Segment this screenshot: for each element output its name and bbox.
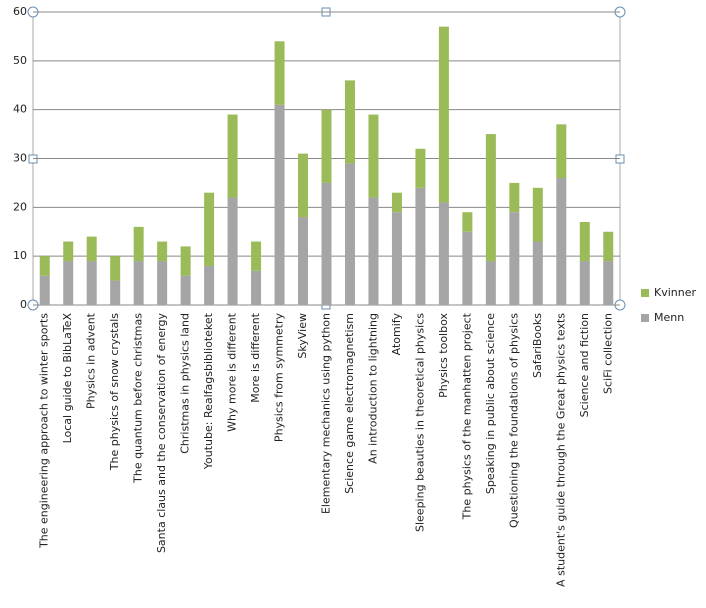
bar-segment: [180, 246, 191, 276]
bar-segment: [63, 261, 74, 305]
x-tick-label: Atomify: [390, 313, 403, 356]
bar-segment: [368, 197, 379, 305]
x-tick-label: Youtube: Realfagsbiblioteket: [202, 312, 215, 470]
x-tick-label: Why more is different: [226, 312, 239, 432]
y-tick-label: 10: [13, 249, 27, 262]
x-tick-label: More is different: [249, 312, 262, 402]
bar-segment: [204, 265, 215, 305]
bar-segment: [344, 80, 355, 164]
bar-segment: [133, 261, 144, 305]
bar-segment: [86, 236, 97, 262]
y-tick-label: 60: [13, 5, 27, 18]
bar-segment: [415, 187, 426, 305]
x-tick-label: Science and fiction: [578, 313, 591, 417]
bar-segment: [133, 226, 144, 262]
bar-segment: [180, 275, 191, 305]
bar-segment: [110, 280, 121, 305]
bar-segment: [579, 261, 590, 305]
x-tick-label: Science game electromagnetism: [343, 313, 356, 494]
x-tick-label: The physics of the manhatten project: [460, 312, 473, 520]
bar-segment: [603, 261, 614, 305]
x-tick-label: Local guide to BibLaTeX: [61, 313, 74, 444]
bar-segment: [251, 270, 262, 305]
x-tick-label: The engineering approach to winter sport…: [38, 313, 51, 549]
x-tick-label: A student's guide through the Great phys…: [554, 313, 567, 587]
bar-segment: [86, 261, 97, 305]
bar-segment: [227, 114, 238, 198]
x-tick-label: SafariBooks: [531, 313, 544, 378]
bar-segment: [462, 212, 473, 232]
bar-segment: [321, 109, 332, 183]
x-tick-label: Physics toolbox: [437, 313, 450, 398]
bar-segment: [274, 104, 285, 306]
x-tick-label: SkyView: [296, 313, 309, 359]
legend-swatch: [641, 289, 649, 297]
bar-segment: [462, 231, 473, 305]
bar-segment: [532, 241, 543, 305]
y-tick-label: 50: [13, 54, 27, 67]
bar-segment: [274, 41, 285, 105]
bar-segment: [485, 134, 496, 262]
y-tick-label: 40: [13, 103, 27, 116]
bar-segment: [110, 256, 121, 281]
x-tick-label: An introduction to lightning: [366, 313, 379, 464]
bar-segment: [603, 231, 614, 262]
bar-segment: [509, 182, 520, 213]
y-tick-label: 0: [20, 298, 27, 311]
x-tick-label: Physics in advent: [85, 312, 98, 409]
bar-segment: [157, 241, 168, 262]
x-tick-label: SciFi collection: [601, 313, 614, 394]
bar-segment: [39, 256, 50, 276]
x-tick-label: The physics of snow crystals: [108, 313, 121, 471]
y-tick-label: 20: [13, 200, 27, 213]
bar-segment: [251, 241, 262, 271]
bar-segment: [344, 163, 355, 305]
bar-segment: [204, 192, 215, 266]
bar-segment: [532, 187, 543, 242]
x-tick-label: Elementary mechanics using python: [320, 313, 333, 514]
bar-segment: [157, 261, 168, 305]
bar-segment: [391, 192, 402, 213]
y-tick-label: 30: [13, 152, 27, 165]
bar-segment: [368, 114, 379, 198]
bar-segment: [438, 202, 449, 305]
bar-segment: [63, 241, 74, 262]
bar-segment: [39, 275, 50, 305]
bar-segment: [298, 217, 309, 305]
x-tick-label: Questioning the foundations of physics: [507, 313, 520, 528]
legend-label: Kvinner: [654, 286, 696, 299]
bar-segment: [298, 153, 309, 218]
x-tick-label: Santa claus and the conservation of ener…: [155, 313, 168, 554]
bar-segment: [321, 182, 332, 305]
bar-segment: [579, 221, 590, 262]
bar-segment: [227, 197, 238, 305]
bar-segment: [556, 178, 567, 305]
bar-segment: [556, 124, 567, 179]
legend-swatch: [641, 314, 649, 322]
bar-segment: [391, 212, 402, 305]
legend-label: Menn: [654, 311, 684, 324]
x-tick-label: The quantum before christmas: [132, 313, 145, 484]
x-tick-label: Christmas in physics land: [179, 313, 192, 454]
x-tick-label: Speaking in public about science: [484, 313, 497, 494]
x-tick-label: Physics from symmetry: [273, 313, 286, 443]
x-tick-label: Sleeping beauties in theoretical physics: [413, 313, 426, 532]
bar-segment: [509, 212, 520, 305]
bar-segment: [415, 148, 426, 188]
bar-segment: [485, 261, 496, 305]
bar-segment: [438, 26, 449, 203]
